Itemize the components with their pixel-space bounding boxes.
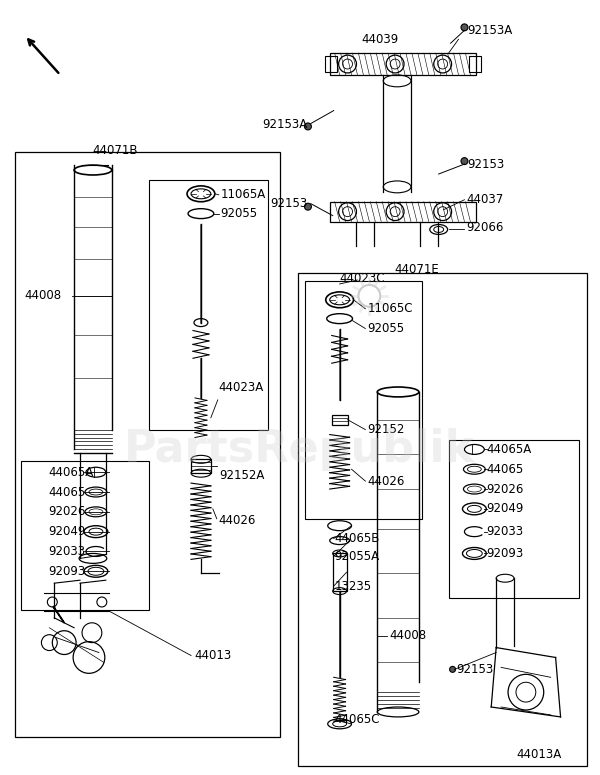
- Text: 92033: 92033: [49, 545, 85, 558]
- Bar: [325, 56, 337, 72]
- Text: 92152: 92152: [367, 423, 405, 436]
- Text: 44065C: 44065C: [335, 714, 380, 726]
- Text: 44071E: 44071E: [394, 263, 439, 276]
- Text: 92153: 92153: [271, 197, 308, 210]
- Text: 92055A: 92055A: [335, 550, 380, 563]
- Text: 92093: 92093: [49, 565, 86, 578]
- Text: 92153: 92153: [467, 157, 505, 170]
- Circle shape: [449, 666, 455, 673]
- Text: 44023C: 44023C: [340, 271, 385, 284]
- Text: 92026: 92026: [486, 483, 524, 495]
- Circle shape: [304, 123, 311, 130]
- Text: 92152A: 92152A: [219, 469, 264, 482]
- Text: 44023A: 44023A: [219, 381, 264, 394]
- Text: 44065B: 44065B: [335, 532, 380, 545]
- Bar: [14, 152, 280, 737]
- Ellipse shape: [194, 319, 208, 326]
- FancyArrow shape: [53, 606, 64, 623]
- Text: 44065: 44065: [486, 463, 524, 476]
- Circle shape: [304, 203, 311, 210]
- Text: 92153: 92153: [457, 663, 494, 676]
- Text: 44037: 44037: [466, 193, 503, 206]
- Bar: [332, 415, 347, 425]
- Text: 44013A: 44013A: [516, 748, 561, 761]
- Text: 92026: 92026: [49, 505, 86, 518]
- Text: 44065A: 44065A: [49, 466, 94, 479]
- Text: 44008: 44008: [25, 289, 62, 302]
- Text: 44065: 44065: [49, 485, 86, 498]
- Text: 13235: 13235: [335, 580, 372, 593]
- Text: 11065C: 11065C: [367, 302, 413, 315]
- Text: 92049: 92049: [486, 502, 524, 515]
- Text: 44013: 44013: [194, 649, 231, 662]
- Bar: [298, 273, 587, 766]
- Bar: [330, 53, 476, 75]
- Circle shape: [461, 24, 468, 31]
- Text: 44065A: 44065A: [486, 443, 532, 456]
- Text: 44008: 44008: [389, 629, 426, 642]
- Text: 92049: 92049: [49, 525, 86, 538]
- Bar: [449, 439, 580, 598]
- Text: 44039: 44039: [361, 33, 398, 46]
- Text: 92055: 92055: [367, 322, 404, 335]
- Text: 92093: 92093: [486, 547, 524, 560]
- Bar: [149, 180, 268, 429]
- Bar: [330, 202, 476, 222]
- Text: 92066: 92066: [466, 221, 504, 234]
- Text: 92153A: 92153A: [263, 118, 308, 131]
- Bar: [191, 460, 211, 474]
- Bar: [469, 56, 481, 72]
- Text: 11065A: 11065A: [221, 188, 266, 202]
- Text: 92033: 92033: [486, 525, 523, 538]
- Bar: [20, 461, 149, 610]
- Bar: [332, 553, 347, 591]
- Text: 44071B: 44071B: [92, 143, 137, 157]
- Text: 92153A: 92153A: [467, 24, 512, 37]
- Text: 92055: 92055: [221, 207, 258, 220]
- Circle shape: [461, 157, 468, 164]
- Text: 44026: 44026: [367, 474, 405, 487]
- Bar: [305, 281, 422, 518]
- Text: PartsRepublik: PartsRepublik: [124, 428, 476, 471]
- Text: 44026: 44026: [219, 515, 256, 527]
